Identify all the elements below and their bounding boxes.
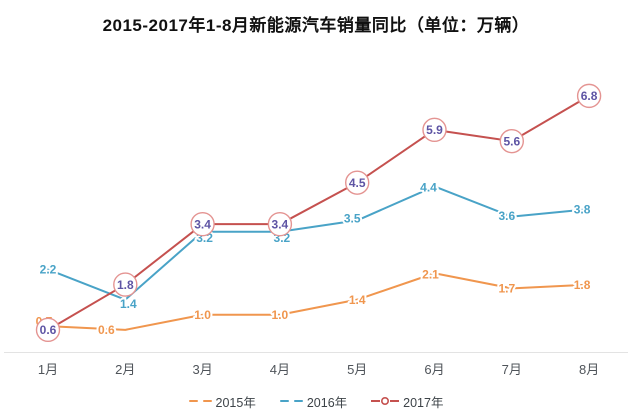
data-point-label: 3.5 bbox=[344, 212, 361, 226]
data-point-label: 4.5 bbox=[349, 176, 366, 190]
data-point-label: 2.2 bbox=[40, 263, 57, 277]
dashed-line-icon bbox=[188, 399, 212, 403]
data-point-label: 0.6 bbox=[40, 323, 57, 337]
x-axis-label: 7月 bbox=[502, 362, 522, 377]
legend-item-2017[interactable]: 2017年 bbox=[371, 392, 443, 411]
series-line-2017年 bbox=[47, 94, 591, 331]
legend-label: 2017年 bbox=[403, 395, 444, 410]
data-point-label: 1.4 bbox=[120, 297, 137, 311]
data-point-label: 3.8 bbox=[574, 202, 591, 216]
data-point-label: 2.1 bbox=[422, 267, 439, 281]
data-point-label: 5.6 bbox=[503, 134, 520, 148]
data-point-label: 1.0 bbox=[272, 308, 289, 322]
data-point-label: 1.4 bbox=[349, 293, 366, 307]
x-axis-label: 3月 bbox=[192, 362, 212, 377]
x-axis-label: 2月 bbox=[115, 362, 135, 377]
data-point-marker[interactable] bbox=[345, 170, 370, 195]
data-point-label: 3.4 bbox=[272, 217, 289, 231]
data-point-label: 1.8 bbox=[117, 278, 134, 292]
data-point-label: 0.6 bbox=[98, 323, 115, 337]
data-point-label: 1.0 bbox=[194, 308, 211, 322]
x-axis-label: 1月 bbox=[38, 362, 58, 377]
data-point-label: 6.8 bbox=[581, 89, 598, 103]
data-point-marker[interactable] bbox=[190, 211, 215, 237]
data-point-label: 5.9 bbox=[426, 123, 443, 137]
data-point-label: 3.4 bbox=[194, 217, 211, 231]
x-axis-label: 6月 bbox=[424, 362, 444, 377]
legend: 2015年 2016年 2017年 bbox=[0, 391, 632, 411]
legend-label: 2015年 bbox=[215, 395, 256, 410]
data-point-label: 3.6 bbox=[498, 209, 515, 223]
series-line-2016年 bbox=[47, 185, 591, 301]
legend-item-2015[interactable]: 2015年 bbox=[188, 392, 256, 411]
legend-label: 2016年 bbox=[306, 395, 348, 410]
data-point-marker[interactable] bbox=[422, 117, 447, 143]
data-point-label: 1.7 bbox=[498, 282, 515, 296]
dashed-line-icon bbox=[279, 399, 303, 403]
x-axis-label: 8月 bbox=[579, 362, 599, 377]
chart-title: 2015-2017年1-8月新能源汽车销量同比（单位：万辆） bbox=[102, 16, 530, 35]
legend-item-2016[interactable]: 2016年 bbox=[279, 392, 348, 411]
data-point-marker[interactable] bbox=[499, 128, 524, 154]
data-point-marker[interactable] bbox=[113, 272, 138, 297]
x-axis-label: 5月 bbox=[347, 362, 367, 377]
data-point-marker[interactable] bbox=[35, 317, 61, 343]
data-point-marker[interactable] bbox=[576, 83, 602, 109]
data-point-marker[interactable] bbox=[267, 211, 293, 237]
data-point-label: 4.4 bbox=[420, 181, 437, 195]
x-axis-label: 4月 bbox=[270, 362, 290, 377]
line-circle-icon bbox=[371, 396, 400, 406]
series-line-2015年 bbox=[47, 272, 591, 331]
data-point-label: 1.8 bbox=[574, 278, 591, 292]
